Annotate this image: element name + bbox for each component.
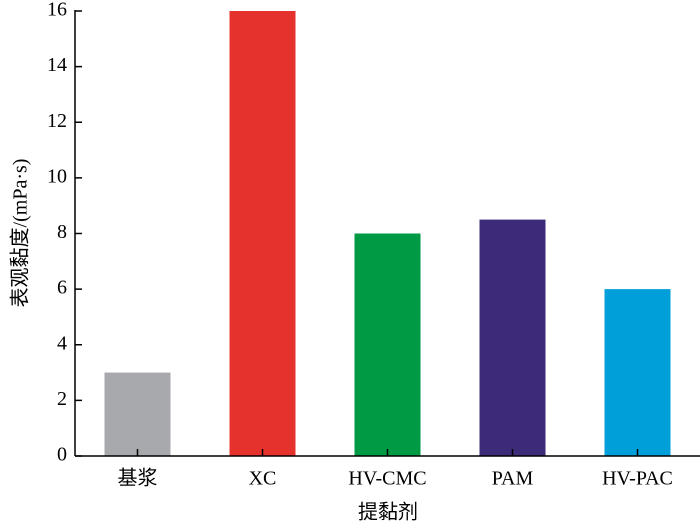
x-axis-label: 提黏剂 [358,501,418,524]
x-tick-label: 基浆 [118,467,158,490]
y-tick-label: 4 [57,332,67,354]
y-tick-label: 8 [57,221,67,243]
y-tick-label: 10 [47,165,67,187]
bar [604,289,671,456]
y-tick-label: 12 [47,110,67,132]
bar [354,233,421,456]
bar [104,372,171,456]
y-tick-label: 16 [47,0,67,21]
bar [479,219,546,456]
x-tick-label: HV-PAC [602,468,673,490]
bar [229,11,296,456]
y-tick-label: 2 [57,388,67,410]
y-tick-label: 0 [57,444,67,466]
x-tick-label: HV-CMC [348,468,426,490]
y-axis-label: 表观黏度/(mPa·s) [9,159,32,308]
y-tick-label: 14 [47,54,67,76]
y-tick-label: 6 [57,277,67,299]
x-tick-label: PAM [492,468,534,490]
x-tick-label: XC [249,468,277,490]
